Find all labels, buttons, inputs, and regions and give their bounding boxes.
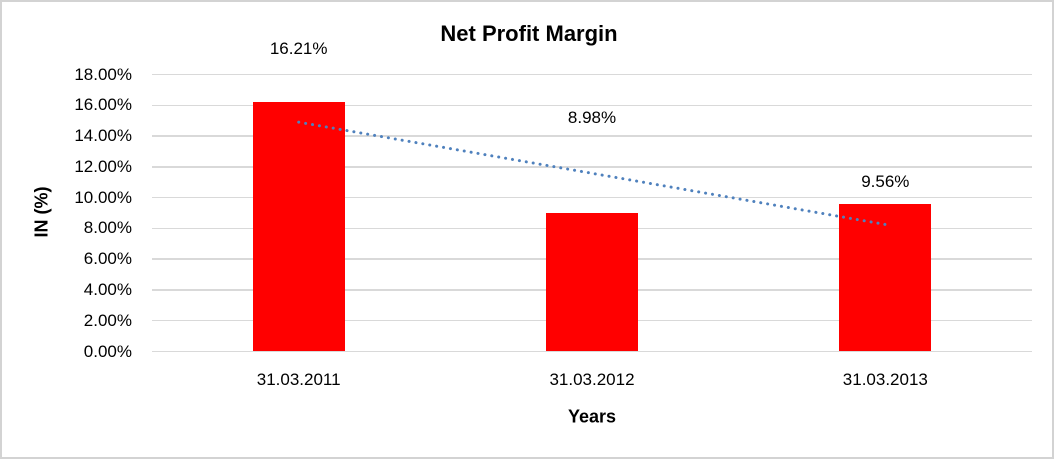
y-axis-tick-label: 10.00% [74,187,132,207]
x-axis-category-label: 31.03.2011 [256,370,341,389]
chart-title: Net Profit Margin [440,21,618,46]
data-label: 8.98% [567,107,617,127]
y-axis-tick-label: 16.00% [74,95,132,115]
y-axis-tick-label: 12.00% [74,156,132,176]
gridline [152,104,1032,107]
y-axis-tick-label: 18.00% [74,64,132,84]
x-axis-title: Years [567,406,617,427]
gridline [152,350,1032,353]
y-axis-tick-label: 8.00% [83,218,132,238]
bar-31.03.2012 [546,213,638,352]
trendline-dotted-line [297,120,887,226]
data-label: 9.56% [861,172,910,191]
data-label: 16.21% [269,38,328,58]
gridline [152,73,1032,76]
y-axis-tick-label: 2.00% [83,310,132,330]
y-axis-tick-label: 6.00% [83,249,132,269]
bar-31.03.2011 [252,102,345,352]
y-axis-tick-label: 4.00% [83,279,132,299]
y-axis-tick-label: 0.00% [83,341,132,361]
y-axis-tick-label: 14.00% [74,126,132,146]
x-axis-category-label: 31.03.2012 [549,370,635,389]
bar-31.03.2013 [839,204,932,352]
x-axis-category-label: 31.03.2013 [842,370,928,389]
